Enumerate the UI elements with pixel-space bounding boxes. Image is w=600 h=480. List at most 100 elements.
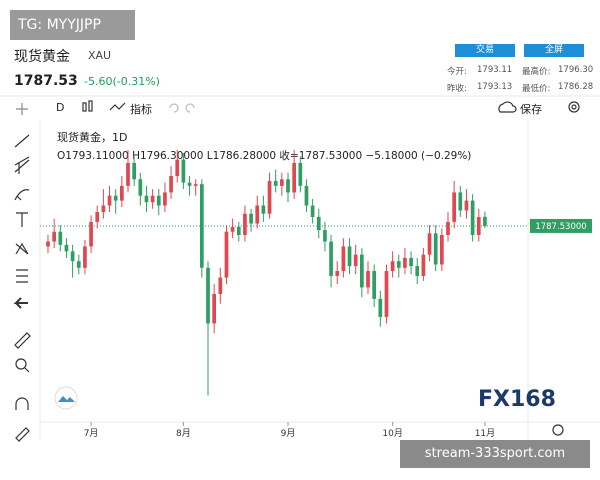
toolbar-icons [13, 100, 580, 442]
candle-body [83, 246, 87, 268]
candle-body [107, 195, 112, 206]
candle-body [58, 231, 63, 245]
indicators-button[interactable]: 指标 [130, 103, 152, 116]
candle-body [175, 159, 180, 177]
logo-badge [58, 396, 75, 402]
candle-body [101, 205, 106, 213]
candle-body [433, 233, 438, 265]
fullscreen-button[interactable]: 全屏 [524, 44, 584, 57]
x-tick-label: 8月 [176, 428, 191, 439]
logo-badge [54, 386, 78, 410]
candle-body [52, 231, 56, 242]
candle-body [378, 298, 383, 317]
candle-body [230, 226, 235, 232]
candle-body [224, 231, 229, 278]
candle-body [446, 221, 450, 235]
candle-body [144, 195, 149, 203]
candle-body [181, 159, 186, 183]
candle-body [120, 185, 124, 201]
title: 现货黄金 [14, 49, 70, 65]
stat-label: 今开: [447, 67, 467, 77]
candle-body [70, 251, 75, 262]
candle-body [150, 195, 155, 203]
price: 1787.53 [14, 73, 78, 89]
candle-body [470, 200, 475, 235]
candle-body [193, 184, 198, 186]
watermark: stream-333sport.com [400, 440, 590, 468]
stat-value: 1793.11 [477, 65, 513, 75]
candle-body [249, 213, 253, 224]
legend-ohlc: O1793.11000 H1796.30000 L1786.28000 收=17… [57, 149, 471, 162]
candle-body [89, 221, 93, 247]
stat-label: 昨收: [447, 84, 467, 94]
change: -5.60(-0.31%) [84, 75, 160, 88]
candle-body [360, 254, 364, 288]
symbol: XAU [88, 49, 112, 62]
legend-title: 现货黄金，1D [57, 130, 127, 144]
x-tick-label: 9月 [281, 428, 296, 439]
last-price-label: 1787.53000 [535, 222, 586, 232]
candle-body [415, 266, 420, 276]
candle-body [113, 195, 118, 201]
candle-body [440, 235, 444, 265]
candle-body [267, 180, 272, 214]
candle-body [261, 205, 266, 214]
trade-button[interactable]: 交易 [455, 44, 515, 57]
candle-body [169, 176, 173, 193]
candle-body [329, 241, 333, 276]
watermark: TG: MYYJJPP [10, 10, 135, 40]
candle-body [372, 271, 376, 299]
candle-body [132, 162, 136, 180]
x-tick-label: 11月 [475, 428, 495, 439]
candle-body [280, 179, 284, 186]
candle-body [310, 205, 315, 217]
candle-body [64, 244, 69, 252]
candle-body [273, 180, 278, 186]
candle-body [353, 254, 358, 267]
candle-body [384, 271, 389, 317]
candle-body [483, 216, 487, 226]
stat-value: 1793.13 [477, 82, 513, 92]
candle-body [218, 277, 223, 294]
candle-body [206, 267, 210, 324]
candle-body [304, 185, 309, 206]
candle-body [396, 261, 401, 268]
candle-body [390, 261, 395, 272]
stat-label: 最低价: [522, 84, 551, 94]
candle-body [200, 184, 204, 268]
candle-body [458, 192, 463, 211]
candle-body [243, 213, 247, 235]
candle-body [464, 200, 469, 211]
candle-body [236, 226, 241, 235]
candle-body [347, 246, 352, 267]
candle-body [286, 179, 290, 193]
stat-value: 1796.30 [558, 65, 594, 75]
logo: FX168 [478, 387, 556, 412]
candle-body [323, 230, 327, 242]
candle-body [255, 205, 260, 224]
candle-body [298, 162, 303, 186]
save-button[interactable]: 保存 [520, 103, 542, 116]
candle-body [341, 246, 346, 272]
interval-button[interactable]: D [56, 101, 65, 114]
candle-body [366, 271, 370, 288]
candle-body [126, 162, 130, 186]
stat-label: 最高价: [522, 67, 551, 77]
candle-body [212, 293, 216, 324]
candle-body [76, 261, 81, 268]
candle-body [138, 179, 143, 196]
last-price-box [530, 218, 592, 233]
x-tick-label: 10月 [382, 428, 402, 439]
candle-body [427, 233, 432, 255]
candle-body [409, 257, 413, 267]
candle-body [156, 195, 161, 206]
candle-body [46, 241, 50, 247]
candle-body [316, 216, 321, 231]
candle-body [421, 254, 426, 276]
candle-body [187, 182, 192, 186]
candle-body [403, 257, 407, 268]
candle-body [163, 192, 167, 206]
stat-value: 1786.28 [558, 82, 594, 92]
